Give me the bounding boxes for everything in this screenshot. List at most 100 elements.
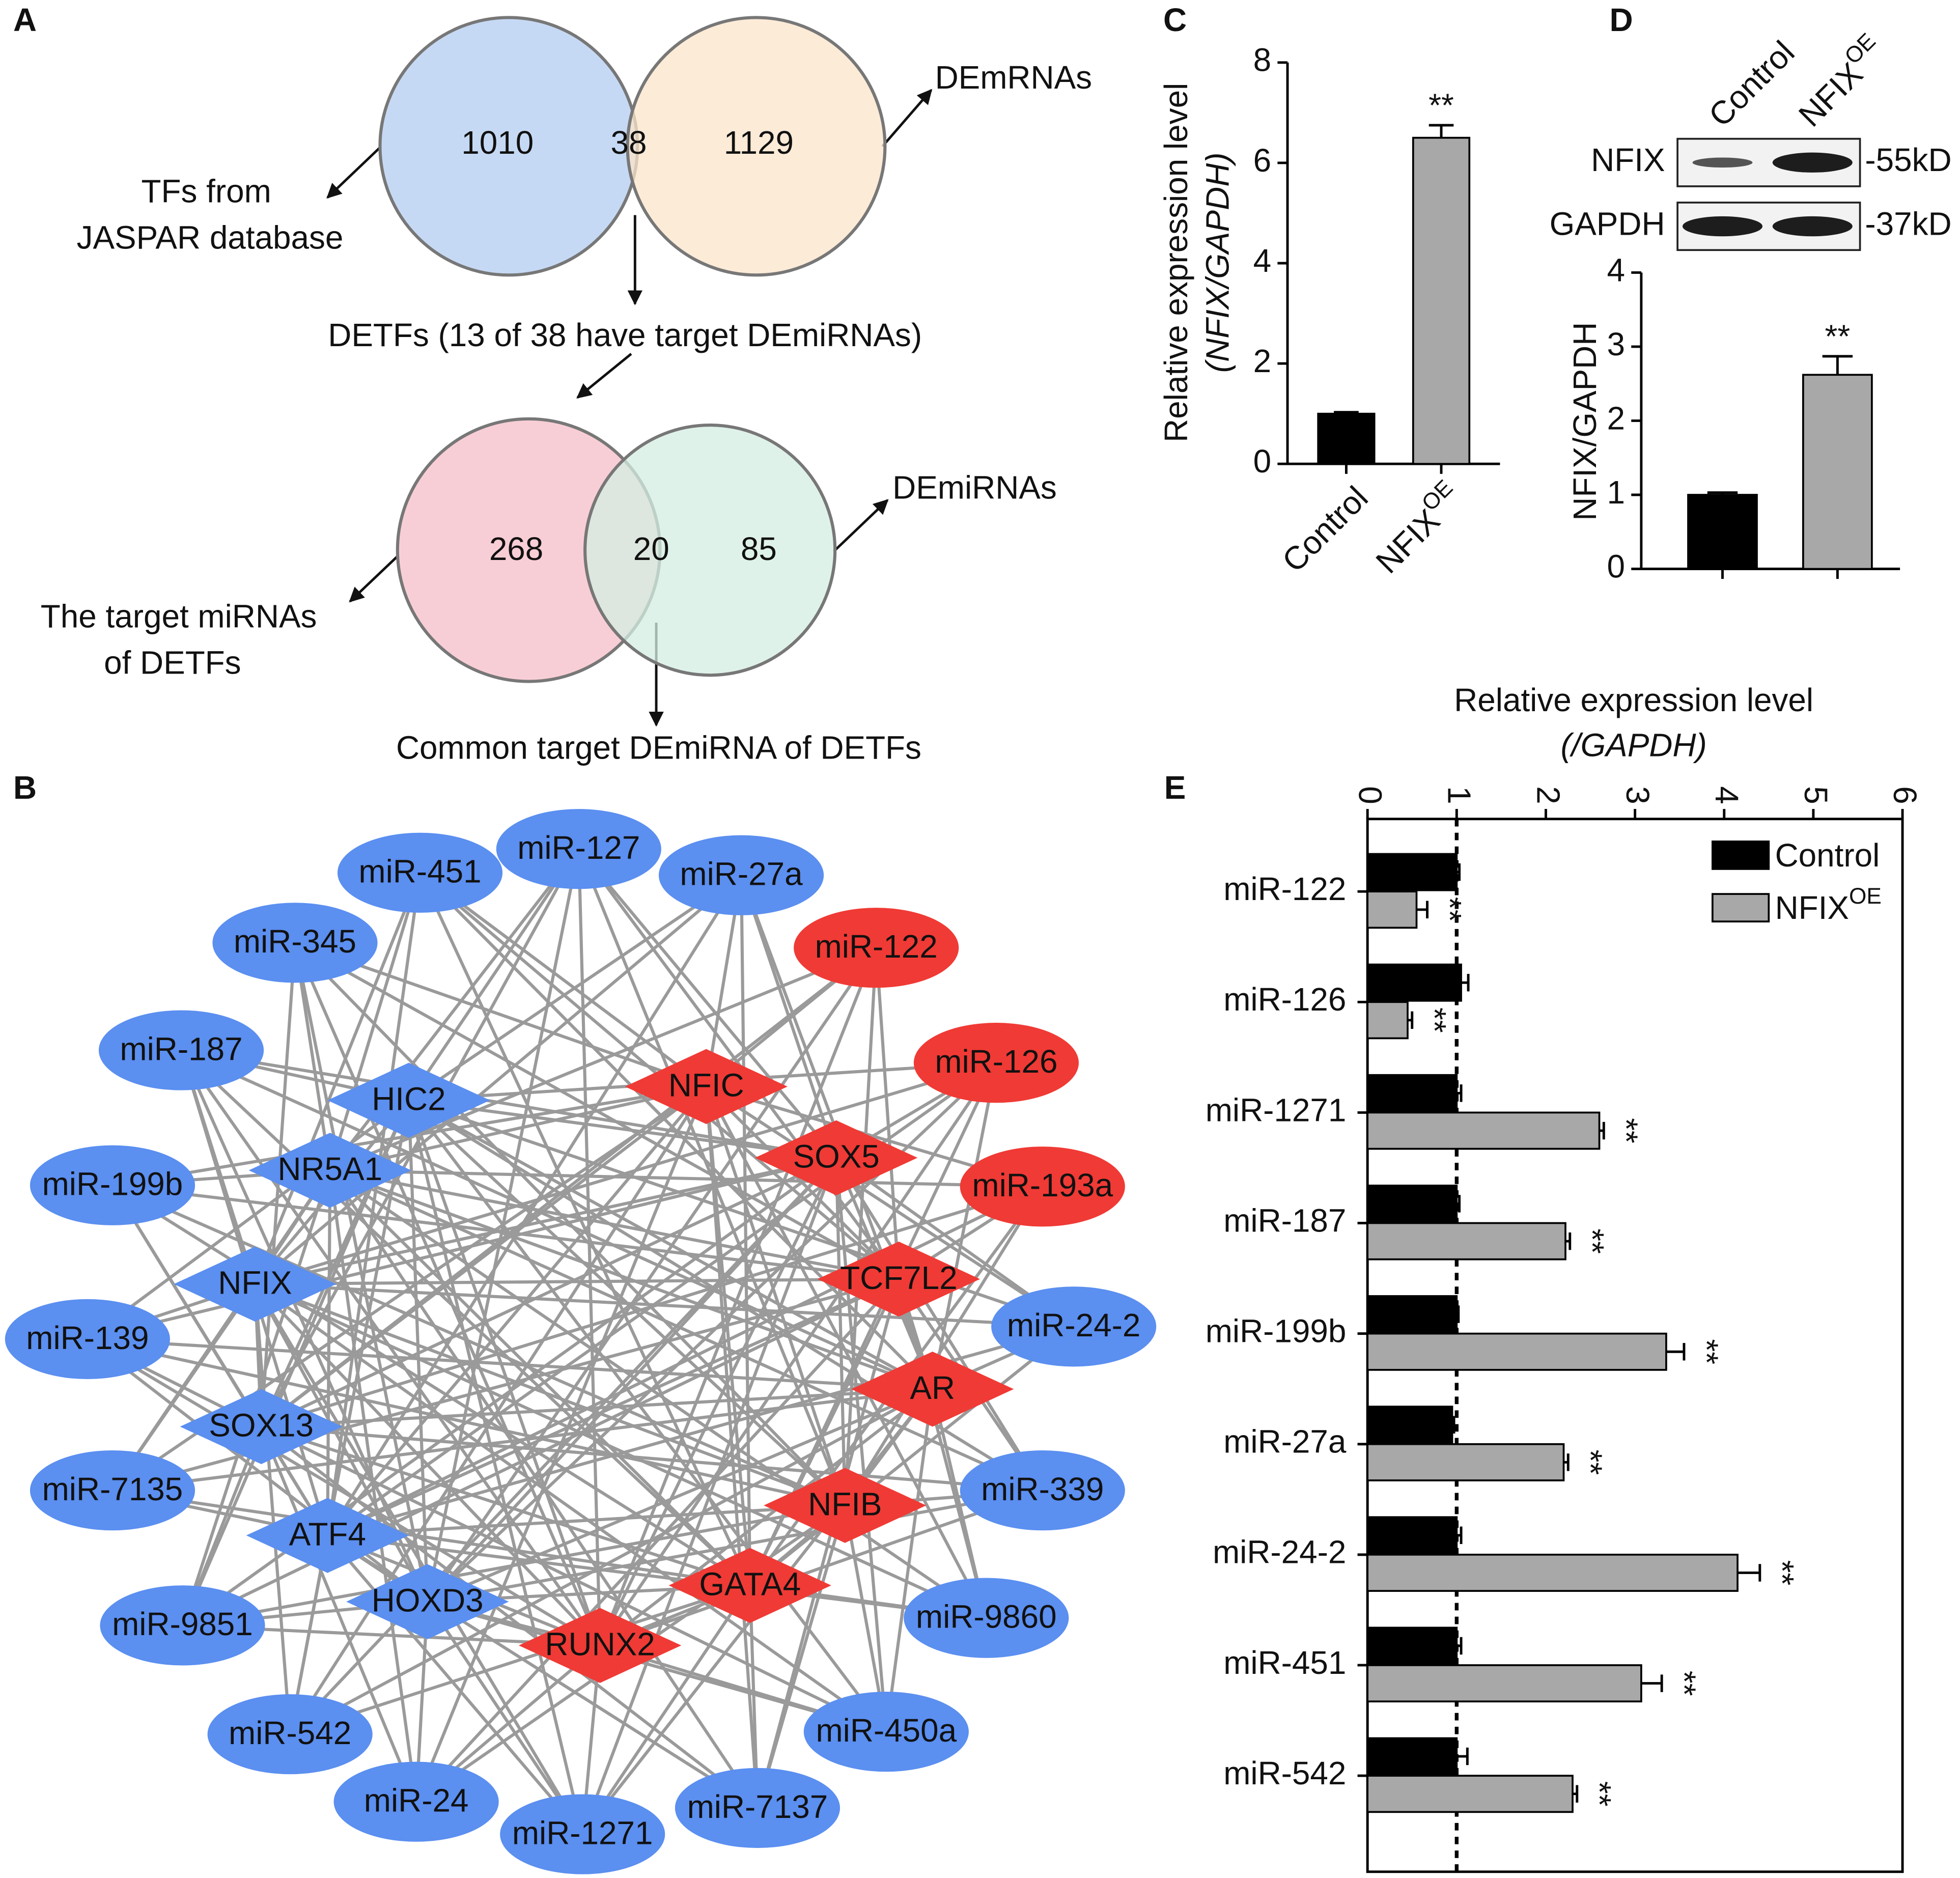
mirna-node — [100, 1585, 265, 1666]
legend-label: Control — [1775, 837, 1880, 874]
node-label: NFIB — [808, 1485, 882, 1522]
node-label: miR-7137 — [687, 1788, 828, 1825]
node-label: miR-345 — [234, 923, 356, 960]
y-axis-label: (NFIX/GAPDH) — [1199, 152, 1236, 373]
node-label: NR5A1 — [277, 1151, 382, 1187]
y-tick-label: miR-24-2 — [1213, 1534, 1346, 1571]
tf-node — [625, 1049, 788, 1124]
node-label: miR-127 — [517, 829, 640, 866]
y-tick-label: 1 — [1607, 474, 1625, 511]
bar — [1366, 1295, 1458, 1334]
node-label: GATA4 — [699, 1566, 801, 1603]
blot-size-label: -37kD — [1865, 205, 1951, 242]
edge — [329, 1169, 1044, 1492]
node-label: miR-451 — [358, 853, 481, 890]
y-tick-label: 2 — [1607, 400, 1625, 436]
edge — [407, 1100, 429, 1602]
legend-swatch — [1711, 893, 1770, 922]
mirna-node — [658, 835, 824, 915]
significance: ** — [1764, 1560, 1801, 1586]
y-tick-label: 6 — [1253, 142, 1271, 179]
mirna-node — [913, 1023, 1079, 1103]
node-label: miR-122 — [815, 928, 938, 965]
x-tick-label: 1 — [1441, 786, 1477, 804]
arrow — [349, 553, 401, 603]
edge — [844, 1186, 1044, 1506]
legend-label: NFIXOE — [1775, 884, 1882, 926]
edge — [294, 941, 900, 1281]
node-label: miR-199b — [42, 1166, 183, 1202]
edge — [326, 1185, 1044, 1537]
edge — [253, 1284, 292, 1734]
venn-count: 1010 — [461, 124, 534, 161]
mirna-node — [803, 1692, 969, 1772]
edge — [326, 872, 422, 1536]
mirna-node — [207, 1694, 373, 1775]
edge — [599, 1489, 1043, 1647]
venn-label: of DETFs — [104, 644, 241, 681]
node-label: miR-1271 — [512, 1814, 653, 1851]
y-tick-label: miR-542 — [1223, 1755, 1346, 1791]
y-tick-label: 0 — [1253, 443, 1271, 480]
edge — [289, 1387, 934, 1736]
mirna-node — [496, 809, 661, 889]
y-tick-label: miR-199b — [1206, 1312, 1347, 1349]
edge — [293, 942, 602, 1646]
node-label: miR-339 — [981, 1471, 1104, 1507]
node-label: miR-24 — [364, 1782, 469, 1818]
node-label: HIC2 — [372, 1081, 445, 1117]
edge — [294, 941, 847, 1507]
significance: ** — [1416, 1007, 1453, 1033]
bar — [1366, 1001, 1409, 1040]
mirna-node — [30, 1450, 195, 1531]
tf-node — [327, 1062, 490, 1138]
edge — [599, 1061, 998, 1646]
edge — [111, 1184, 329, 1536]
legend-label-main: Control — [1775, 837, 1880, 874]
venn-count: 1129 — [724, 124, 794, 161]
blot-row-label: GAPDH — [1550, 205, 1665, 242]
blot-row-label: NFIX — [1591, 142, 1665, 178]
x-tick-label: 3 — [1619, 786, 1656, 804]
edges — [86, 848, 1075, 1836]
edge — [260, 1085, 708, 1428]
tf-node — [346, 1564, 509, 1639]
venn-label: The target miRNAs — [41, 598, 317, 635]
edge — [843, 947, 878, 1506]
edge — [254, 874, 743, 1285]
node-label: miR-27a — [680, 856, 803, 892]
legend-label-main: NFIX — [1775, 889, 1849, 926]
edge — [112, 1489, 750, 1587]
bar — [1412, 136, 1471, 465]
edge — [86, 1338, 429, 1603]
node-label: AR — [910, 1369, 955, 1406]
tf-node — [246, 1498, 409, 1573]
edge — [255, 1061, 997, 1286]
edge — [87, 1337, 846, 1507]
edge — [112, 1184, 899, 1281]
tf-node — [668, 1548, 831, 1623]
edge — [599, 1388, 934, 1647]
node-label: SOX5 — [793, 1138, 879, 1175]
y-tick-label: miR-1271 — [1206, 1091, 1347, 1128]
lane-label-main: Control — [1701, 34, 1801, 133]
edge — [705, 1085, 988, 1619]
edge — [180, 1049, 933, 1391]
edge — [581, 1584, 751, 1835]
node-label: miR-9860 — [916, 1598, 1057, 1635]
blot-band — [1682, 216, 1763, 237]
node-label: miR-126 — [935, 1043, 1057, 1080]
edge — [289, 1584, 751, 1736]
edge — [598, 1157, 838, 1646]
x-tick-label: 5 — [1798, 786, 1834, 804]
bar — [1366, 1074, 1458, 1112]
edge — [418, 872, 751, 1586]
mirna-node — [904, 1578, 1069, 1658]
y-tick-label: miR-126 — [1223, 981, 1346, 1018]
edge — [260, 1426, 418, 1803]
node-label: NFIC — [668, 1067, 744, 1104]
edge — [181, 1049, 837, 1160]
panel-label: B — [13, 769, 37, 806]
legend-swatch — [1711, 840, 1770, 870]
